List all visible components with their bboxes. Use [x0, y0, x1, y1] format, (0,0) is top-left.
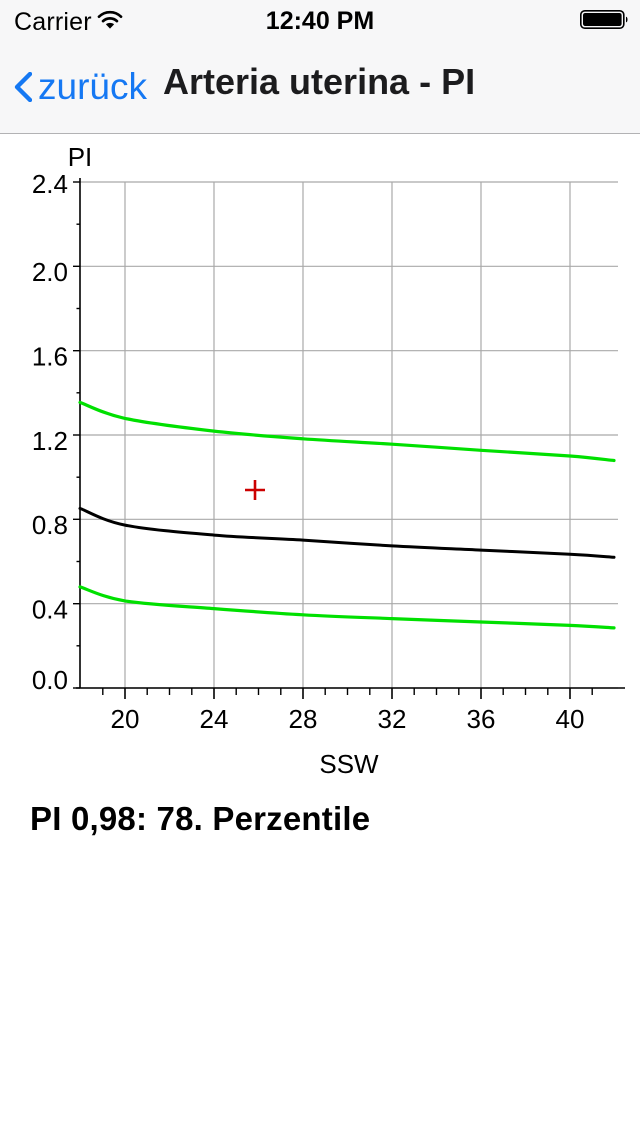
svg-text:0.0: 0.0: [32, 665, 68, 695]
svg-text:1.6: 1.6: [32, 342, 68, 372]
svg-text:2.0: 2.0: [32, 257, 68, 287]
svg-text:24: 24: [200, 704, 229, 734]
svg-text:20: 20: [111, 704, 140, 734]
svg-text:32: 32: [378, 704, 407, 734]
svg-text:28: 28: [289, 704, 318, 734]
svg-text:1.2: 1.2: [32, 426, 68, 456]
svg-text:SSW: SSW: [319, 749, 379, 779]
svg-text:2.4: 2.4: [32, 169, 68, 199]
svg-text:36: 36: [467, 704, 496, 734]
svg-text:0.8: 0.8: [32, 510, 68, 540]
svg-text:0.4: 0.4: [32, 595, 68, 625]
svg-text:40: 40: [556, 704, 585, 734]
svg-text:PI: PI: [68, 142, 93, 172]
